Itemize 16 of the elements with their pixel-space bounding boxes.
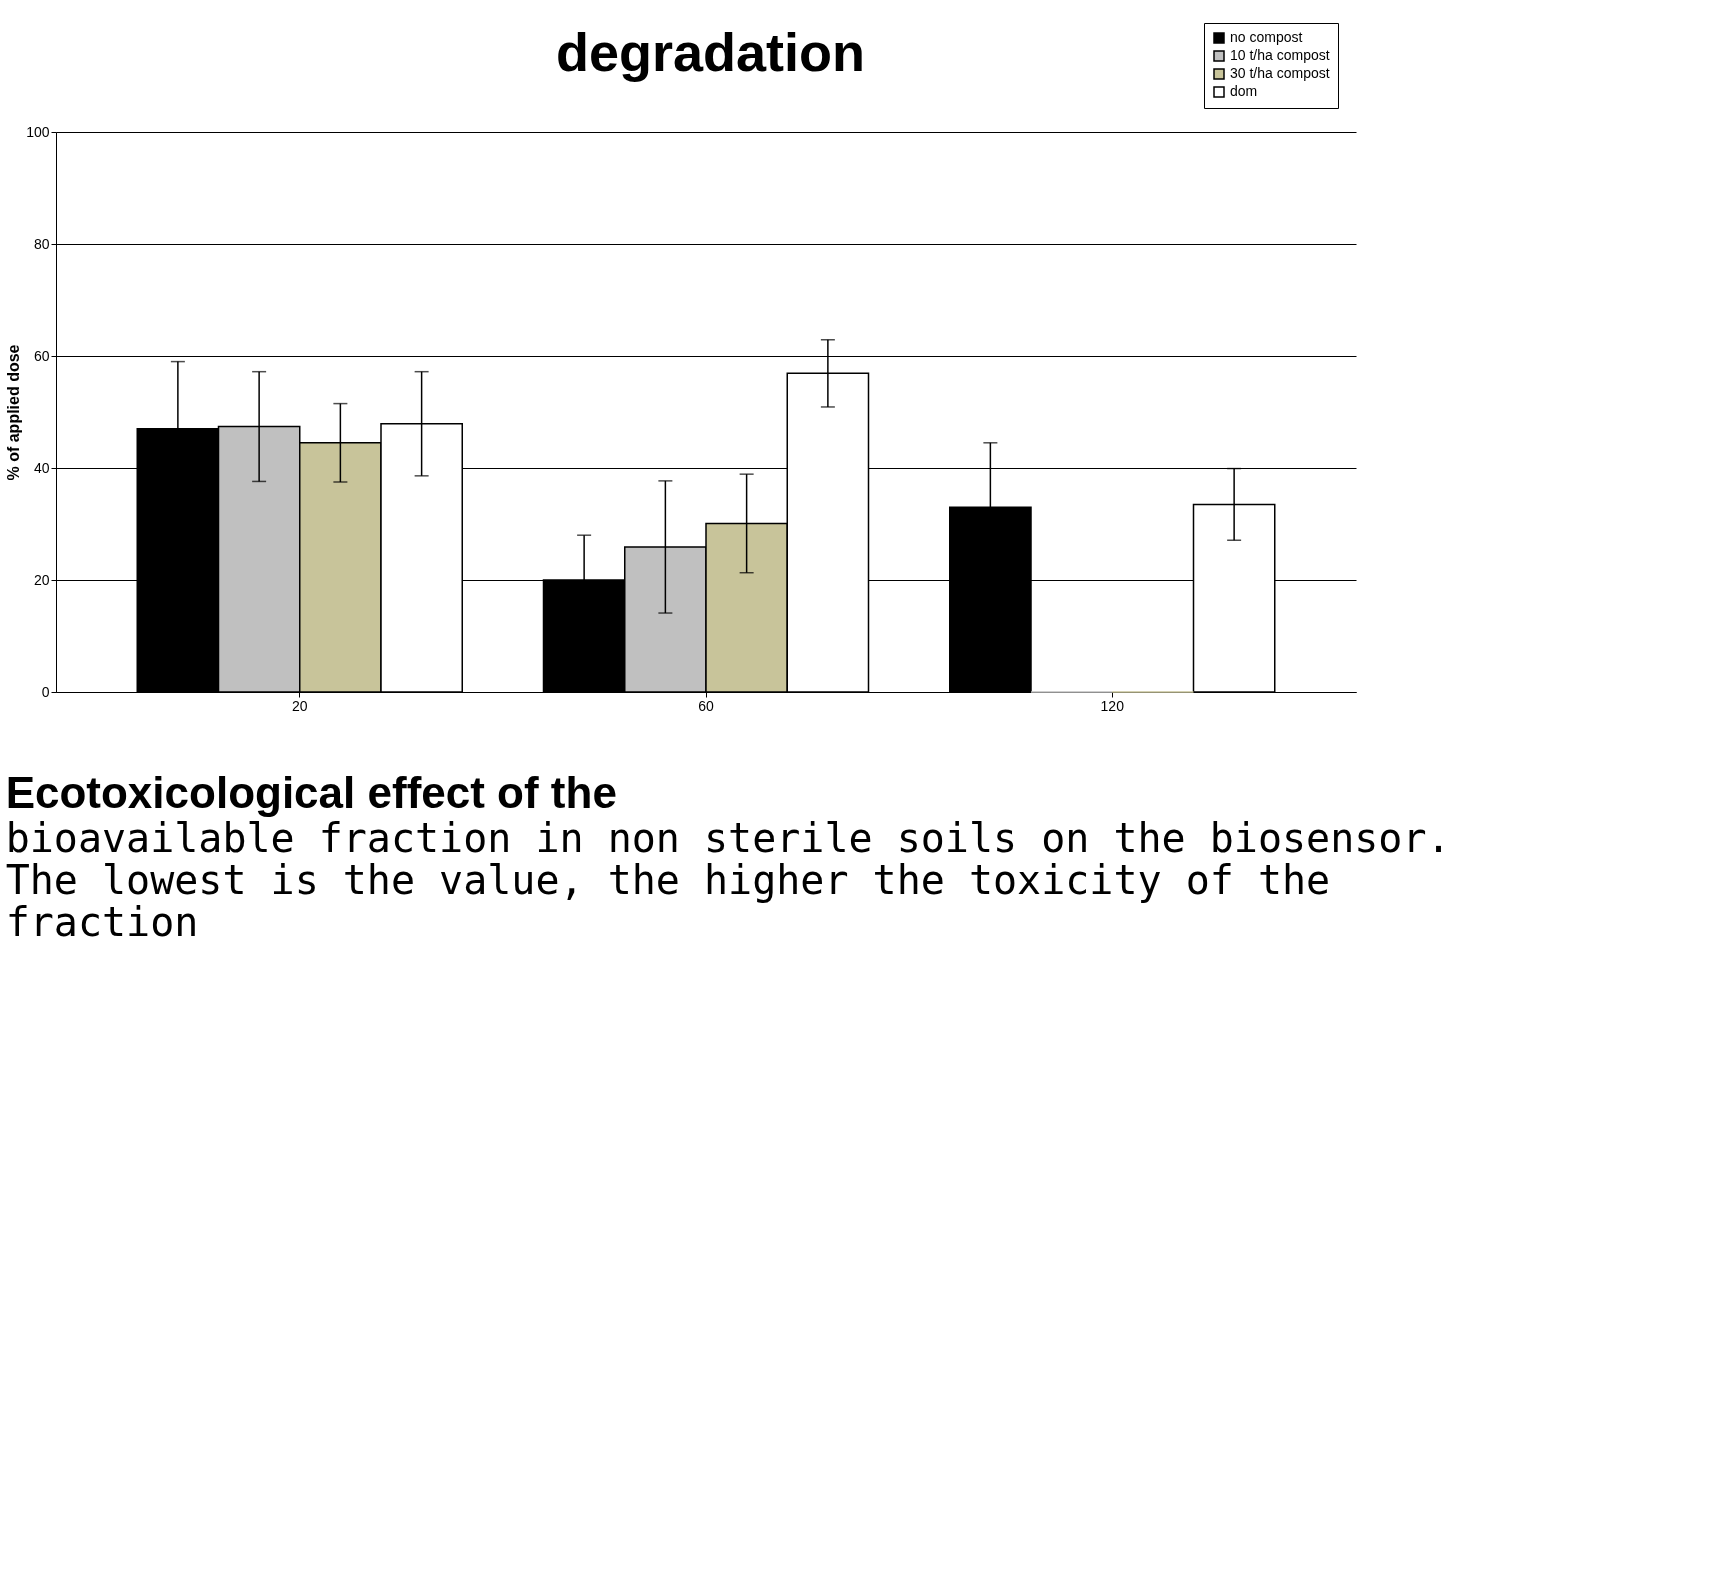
text: degradation (556, 22, 866, 82)
y-tick-label: 100 (26, 123, 50, 140)
y-tick-label: 60 (33, 347, 50, 364)
legend-label: 10 t/ha compost (1230, 47, 1330, 63)
y-tick-label: 20 (33, 571, 50, 588)
legend-label: dom (1230, 83, 1258, 99)
y-tick-label: 80 (33, 235, 50, 252)
x-tick-label: 60 (698, 697, 714, 714)
legend-label: no compost (1230, 29, 1303, 45)
x-tick-label: 20 (291, 697, 308, 714)
y-tick-label: 0 (41, 683, 50, 700)
text: Ecotoxicological effect of the (5, 768, 617, 817)
y-tick-label: 40 (33, 459, 50, 476)
legend-label: 30 t/ha compost (1230, 65, 1330, 81)
y-axis-title: % of applied dose (5, 344, 23, 481)
x-tick-label: 120 (1100, 697, 1125, 714)
